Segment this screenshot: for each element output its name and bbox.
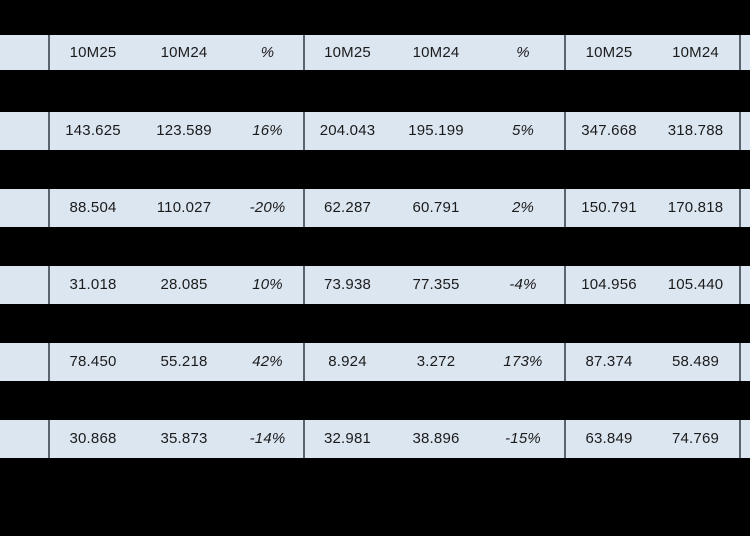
header-cell: 10M24 [652, 35, 741, 70]
data-cell: 58.489 [652, 343, 741, 381]
corner-cell [0, 35, 50, 70]
redacted-footer-band [0, 458, 750, 536]
data-cell: 195.199 [408, 122, 464, 139]
data-cell: 8.924 [328, 353, 367, 370]
row-label-cell [0, 112, 50, 150]
table-row: 143.625 123.589 16% 204.043 195.199 5% 3… [0, 112, 750, 150]
percent-cell: 16% [232, 112, 305, 150]
percent-cell: -4% [482, 266, 566, 304]
data-cell: 88.504 [69, 199, 117, 216]
row-label-cell [0, 420, 50, 458]
redacted-row-band [0, 381, 750, 420]
data-cell: 35.873 [160, 430, 208, 447]
data-cell: 77.355 [412, 276, 460, 293]
percent-cell: -15% [482, 420, 566, 458]
data-cell: 55.218 [160, 353, 208, 370]
redacted-row-band [0, 70, 750, 112]
header-cell: 10M24 [412, 44, 460, 61]
table-row: 88.504 110.027 -20% 62.287 60.791 2% 150… [0, 189, 750, 227]
data-cell: 204.043 [319, 122, 376, 139]
redacted-title-band [0, 0, 750, 35]
row-label-cell [0, 343, 50, 381]
data-cell: 318.788 [652, 112, 741, 150]
percent-cell: 173% [482, 343, 566, 381]
data-cell: 104.956 [581, 276, 637, 293]
data-cell: 150.791 [581, 199, 637, 216]
data-cell: 62.287 [323, 199, 372, 216]
table-row: 30.868 35.873 -14% 32.981 38.896 -15% 63… [0, 420, 750, 458]
percent-cell: 42% [232, 343, 305, 381]
redacted-row-band [0, 150, 750, 189]
data-cell: 31.018 [69, 276, 117, 293]
cutoff-cell [741, 266, 750, 304]
data-cell: 60.791 [412, 199, 460, 216]
data-cell: 87.374 [585, 353, 633, 370]
percent-cell: 10% [232, 266, 305, 304]
data-cell: 3.272 [416, 353, 456, 370]
data-cell: 347.668 [581, 122, 637, 139]
row-label-cell [0, 189, 50, 227]
table-row: 31.018 28.085 10% 73.938 77.355 -4% 104.… [0, 266, 750, 304]
header-cell: % [482, 35, 566, 70]
redacted-row-band [0, 227, 750, 266]
data-cell: 123.589 [156, 122, 212, 139]
data-cell: 63.849 [585, 430, 633, 447]
header-row: 10M25 10M24 % 10M25 10M24 % 10M25 10M24 [0, 35, 750, 70]
cutoff-cell [741, 189, 750, 227]
data-cell: 74.769 [652, 420, 741, 458]
data-cell: 30.868 [69, 430, 117, 447]
header-cell: 10M25 [585, 44, 633, 61]
header-cell: 10M25 [69, 44, 117, 61]
percent-cell: 5% [482, 112, 566, 150]
data-cell: 73.938 [323, 276, 372, 293]
cutoff-cell [741, 420, 750, 458]
row-label-cell [0, 266, 50, 304]
header-cell: 10M25 [324, 44, 371, 61]
cutoff-cell [741, 343, 750, 381]
percent-cell: 2% [482, 189, 566, 227]
data-cell: 32.981 [323, 430, 372, 447]
data-cell: 170.818 [652, 189, 741, 227]
percent-cell: -14% [232, 420, 305, 458]
redacted-row-band [0, 304, 750, 343]
data-cell: 105.440 [652, 266, 741, 304]
percent-cell: -20% [232, 189, 305, 227]
data-cell: 38.896 [412, 430, 460, 447]
header-cell: % [232, 35, 305, 70]
data-cell: 78.450 [69, 353, 117, 370]
table-row: 78.450 55.218 42% 8.924 3.272 173% 87.37… [0, 343, 750, 381]
cutoff-header-cell [741, 35, 750, 70]
header-cell: 10M24 [160, 44, 208, 61]
data-cell: 143.625 [65, 122, 121, 139]
data-cell: 28.085 [160, 276, 208, 293]
cutoff-cell [741, 112, 750, 150]
data-cell: 110.027 [156, 199, 212, 216]
